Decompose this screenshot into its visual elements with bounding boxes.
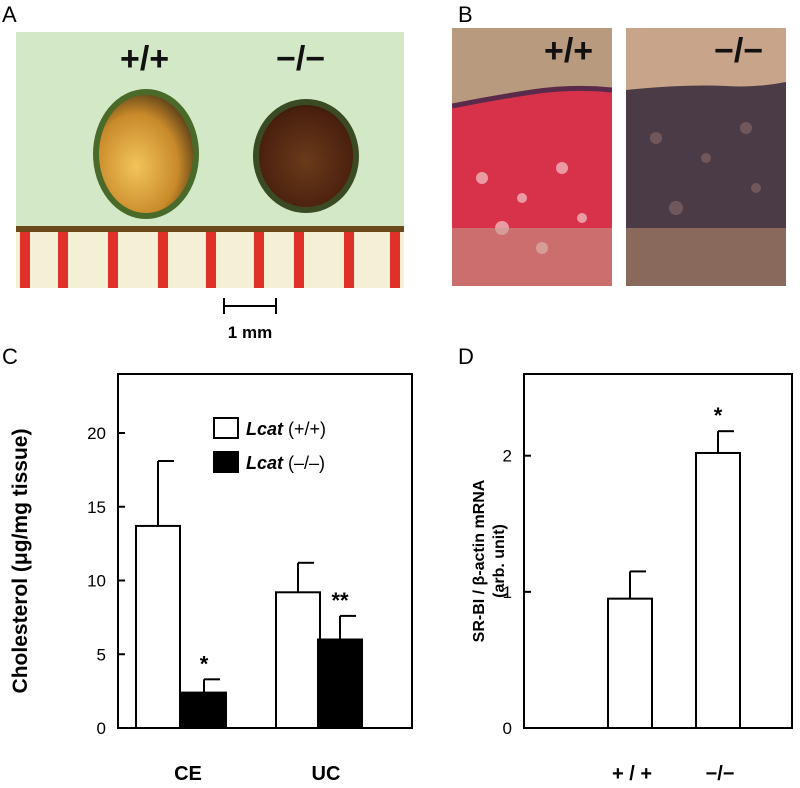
wt-gland (93, 89, 199, 219)
y-tick-label: 10 (87, 572, 106, 591)
panel-letter-b: B (458, 2, 473, 27)
y-tick-label: 0 (97, 719, 106, 738)
y-axis-label: SR-BI / β-actin mRNA (471, 479, 488, 642)
y-axis-label: Cholesterol (μg/mg tissue) (9, 429, 32, 694)
y-tick-label: 20 (87, 424, 106, 443)
category-label: CE (174, 763, 202, 785)
significance-marker: ** (331, 588, 349, 613)
panel-letter-a: A (2, 2, 17, 27)
sr-bi-mrna-bar-chart: 0 1 2 SR-BI / β-actin mRNA (arb. unit) + / + −… (471, 373, 793, 785)
ruler-ticks (20, 232, 400, 288)
significance-marker: * (200, 651, 209, 676)
panel-b-genotype-wt: +/+ (544, 32, 594, 70)
bar (317, 638, 363, 729)
panel-letter-d: D (458, 344, 474, 369)
category-label: UC (312, 763, 341, 785)
panel-a-genotype-wt: +/+ (120, 40, 170, 78)
scale-bar-label: 1 mm (228, 323, 272, 342)
ko-gland (253, 99, 359, 213)
y-tick-label: 2 (503, 447, 512, 466)
y-axis-label-units: (arb. unit) (491, 524, 508, 598)
legend-swatch (213, 451, 239, 473)
adrenal-gland-photo: +/+ −/− (16, 32, 404, 288)
plot-frame (523, 373, 793, 729)
y-tick-label: 15 (87, 498, 106, 517)
legend-entry: Lcat (+/+) (246, 419, 326, 439)
bar (607, 597, 653, 729)
y-tick-label: 1 (503, 583, 512, 602)
histology-wt-photo: +/+ (452, 28, 612, 286)
category-label: + / + (612, 763, 652, 785)
panel-a-genotype-ko: −/− (276, 40, 326, 78)
y-tick-label: 0 (503, 719, 512, 738)
bar (135, 524, 181, 729)
bar (695, 451, 741, 729)
bar (275, 591, 321, 729)
legend-entry: Lcat (–/–) (246, 453, 325, 473)
adrenal-gland-illustration (16, 32, 404, 288)
panel-b-genotype-ko: −/− (714, 32, 764, 70)
y-tick-label: 5 (97, 645, 106, 664)
category-label: −/− (706, 763, 735, 785)
panel-letter-c: C (2, 344, 18, 369)
plot-frame (117, 373, 413, 729)
scale-bar: 1 mm (223, 298, 277, 342)
bar (181, 691, 227, 730)
legend-swatch (213, 417, 239, 439)
histology-ko-photo: −/− (626, 28, 786, 286)
significance-marker: * (714, 403, 723, 428)
